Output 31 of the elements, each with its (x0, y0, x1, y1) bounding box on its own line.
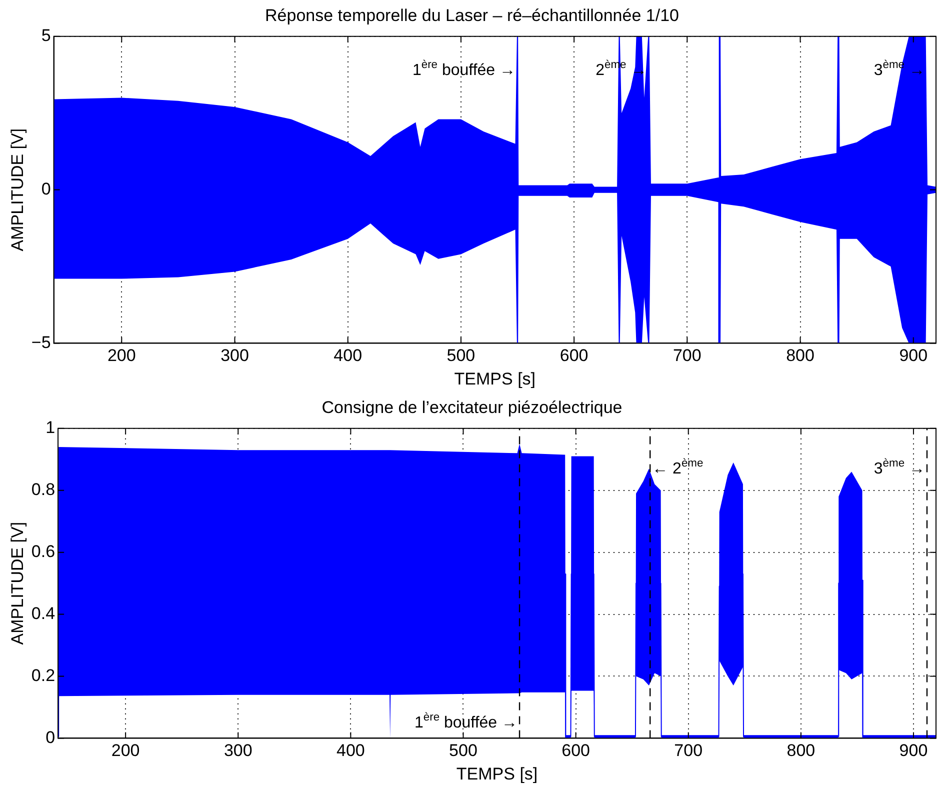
x-tick-label: 800 (786, 741, 816, 760)
x-tick-label: 700 (672, 346, 702, 366)
y-tick-label: 0 (41, 179, 51, 198)
x-tick-label: 300 (220, 346, 249, 366)
x-tick-label: 600 (560, 346, 588, 366)
chart-title: Consigne de l’excitateur piézoélectrique (322, 398, 622, 417)
x-tick-label: 600 (562, 741, 590, 760)
x-tick-label: 500 (449, 741, 478, 760)
y-tick-label: −5 (31, 332, 51, 352)
x-tick-label: 400 (334, 346, 362, 366)
y-tick-label: 5 (41, 26, 51, 46)
x-tick-label: 700 (674, 741, 703, 760)
x-tick-label: 400 (336, 741, 365, 760)
x-axis-title: TEMPS [s] (454, 369, 536, 388)
x-tick-label: 800 (786, 346, 814, 366)
x-axis-title: TEMPS [s] (456, 764, 538, 784)
y-tick-label: 0.4 (31, 604, 56, 623)
y-tick-label: 1 (46, 418, 56, 438)
chart-title: Réponse temporelle du Laser – ré–échantillonnée 1/10 (265, 6, 679, 25)
x-tick-label: 900 (899, 346, 928, 366)
x-tick-label: 900 (899, 741, 928, 760)
y-tick-label: 0.8 (31, 480, 56, 500)
x-tick-label: 500 (446, 346, 476, 366)
x-tick-label: 300 (224, 741, 252, 760)
y-axis-title: AMPLITUDE [V] (8, 128, 27, 252)
y-tick-label: 0.6 (31, 542, 56, 562)
y-axis-title: AMPLITUDE [V] (8, 522, 27, 645)
x-tick-label: 200 (111, 741, 140, 760)
y-tick-label: 0 (46, 728, 56, 747)
x-tick-label: 200 (107, 346, 136, 366)
y-tick-label: 0.2 (31, 666, 56, 685)
